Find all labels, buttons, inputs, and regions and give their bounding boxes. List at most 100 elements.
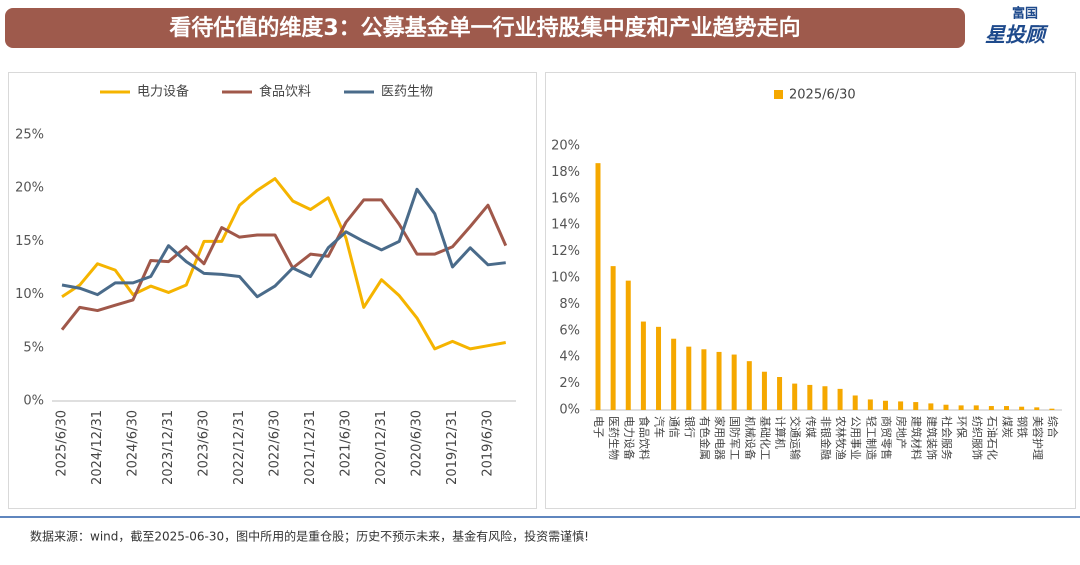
- bar: [792, 383, 798, 410]
- y-tick-label: 25%: [15, 128, 44, 143]
- y-tick-label: 16%: [551, 191, 580, 206]
- x-tick-label: 轻工制造: [864, 416, 878, 460]
- x-tick-label: 电子: [592, 416, 605, 438]
- x-tick-label: 建筑材料: [910, 416, 924, 460]
- y-tick-label: 6%: [559, 323, 580, 338]
- x-tick-label: 2024/6/30: [126, 410, 141, 477]
- header-title: 看待估值的维度3：公募基金单一行业持股集中度和产业趋势走向: [169, 15, 800, 41]
- bar: [656, 326, 662, 410]
- y-tick-label: 4%: [559, 350, 580, 365]
- y-tick-label: 8%: [559, 297, 580, 312]
- bar: [1049, 408, 1055, 410]
- bar: [686, 346, 692, 410]
- header-bar: [5, 8, 965, 48]
- panel-right: [545, 72, 1076, 509]
- x-tick-label: 家用电器: [713, 416, 727, 460]
- x-tick-label: 2023/12/31: [161, 410, 176, 485]
- legend-swatch: [774, 90, 783, 99]
- x-tick-label: 2025/6/30: [55, 410, 70, 477]
- x-tick-label: 非银金融: [819, 416, 833, 460]
- x-tick-label: 传媒: [804, 416, 817, 438]
- bar: [913, 402, 919, 410]
- y-tick-label: 0%: [23, 394, 44, 409]
- bar: [716, 351, 722, 410]
- x-tick-label: 石油石化: [985, 416, 999, 460]
- bar: [1034, 407, 1040, 410]
- x-tick-label: 公用事业: [849, 416, 862, 460]
- bar: [822, 386, 828, 410]
- bar: [731, 354, 737, 410]
- legend-label: 食品饮料: [259, 84, 311, 100]
- x-tick-label: 煤炭: [1001, 416, 1014, 438]
- y-tick-label: 0%: [559, 403, 580, 418]
- x-tick-label: 2022/6/30: [268, 410, 283, 477]
- x-tick-label: 机械设备: [743, 416, 757, 460]
- bar: [761, 371, 767, 410]
- bar: [640, 321, 646, 410]
- x-tick-label: 农林牧渔: [834, 416, 848, 460]
- legend-label: 2025/6/30: [789, 88, 856, 103]
- x-tick-label: 2020/6/30: [410, 410, 425, 477]
- x-tick-label: 有色金属: [698, 416, 712, 460]
- x-tick-label: 计算机: [774, 416, 788, 449]
- x-tick-label: 商贸零售: [879, 416, 893, 460]
- y-tick-label: 10%: [551, 271, 580, 286]
- bar: [701, 349, 707, 410]
- y-tick-label: 2%: [559, 376, 580, 391]
- bar: [625, 280, 631, 410]
- y-tick-label: 15%: [15, 234, 44, 249]
- bar: [671, 338, 677, 410]
- logo-top: 富国: [1012, 6, 1038, 22]
- bar: [1004, 406, 1010, 410]
- y-tick-label: 12%: [551, 244, 580, 259]
- bar: [746, 361, 752, 410]
- series-line: [61, 177, 507, 351]
- x-tick-label: 建筑装饰: [925, 416, 939, 460]
- legend-label: 医药生物: [381, 85, 433, 100]
- x-tick-label: 钢铁: [1016, 416, 1029, 438]
- bar: [610, 266, 616, 410]
- x-tick-label: 汽车: [653, 416, 667, 438]
- bar: [1019, 406, 1025, 410]
- x-tick-label: 医药生物: [607, 416, 621, 460]
- x-tick-label: 纺织服饰: [970, 416, 984, 460]
- series-line: [60, 198, 508, 331]
- x-tick-label: 通信: [668, 416, 681, 438]
- bar: [928, 403, 934, 410]
- x-tick-label: 银行: [683, 416, 697, 438]
- x-tick-label: 综合: [1046, 416, 1060, 438]
- bar: [595, 163, 601, 410]
- bar: [852, 395, 858, 410]
- bar: [958, 405, 964, 410]
- x-tick-label: 电力设备: [622, 416, 636, 460]
- bar: [988, 406, 994, 410]
- footer-source: 数据来源：wind，截至2025-06-30，图中所用的是重仓股；历史不预示未来…: [30, 529, 589, 544]
- x-tick-label: 2022/12/31: [232, 410, 247, 485]
- bar: [837, 388, 843, 410]
- bar: [867, 399, 873, 410]
- x-tick-label: 2021/6/30: [339, 410, 354, 477]
- x-tick-label: 2019/12/31: [445, 410, 460, 485]
- y-tick-label: 14%: [551, 218, 580, 233]
- y-tick-label: 5%: [23, 340, 44, 355]
- x-tick-label: 房地产: [895, 416, 909, 449]
- x-tick-label: 2021/12/31: [303, 410, 318, 485]
- x-tick-label: 基础化工: [758, 416, 772, 460]
- x-tick-label: 美容护理: [1031, 416, 1045, 460]
- x-tick-label: 食品饮料: [637, 416, 651, 460]
- y-tick-label: 10%: [15, 287, 44, 302]
- logo-main: 星投顾: [985, 23, 1049, 47]
- x-tick-label: 社会服务: [940, 416, 954, 460]
- bar: [898, 401, 904, 410]
- panel-left: [8, 72, 537, 509]
- x-tick-label: 国防军工: [728, 416, 742, 460]
- bar: [973, 405, 979, 410]
- series-line: [61, 187, 506, 299]
- x-tick-label: 2019/6/30: [481, 410, 496, 477]
- x-tick-label: 环保: [955, 416, 969, 438]
- x-tick-label: 2024/12/31: [90, 410, 105, 485]
- legend-label: 电力设备: [137, 84, 189, 100]
- bar: [943, 404, 949, 410]
